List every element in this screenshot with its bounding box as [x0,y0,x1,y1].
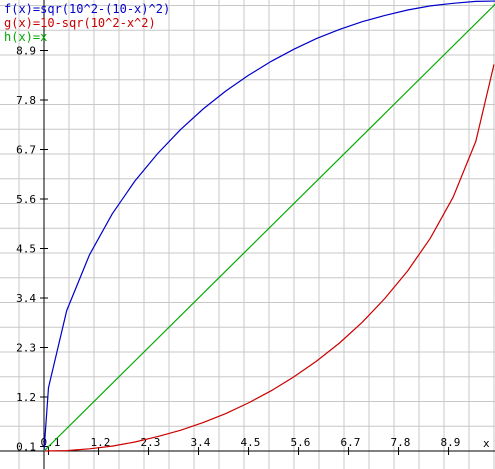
x-tick-label: 7.8 [391,436,411,449]
series [43,0,495,452]
x-tick-label: 5.6 [291,436,311,449]
y-tick-label: 1.2 [16,391,36,404]
x-tick-label: 3.4 [191,436,211,449]
series-line-0 [43,0,495,452]
legend-entry-2: h(x)=x [4,30,47,44]
y-tick-label: 3.4 [16,292,36,305]
series-line-2 [43,3,495,452]
ticks: 0.1 1.2 2.3 3.4 4.5 5.6 6.7 7.8 8.90.11.22.33.44… [16,45,461,455]
x-tick-label: 4.5 [241,436,261,449]
legend-entry-1: g(x)=10-sqr(10^2-x^2) [4,16,156,30]
y-tick-label: 2.3 [16,342,36,355]
series-line-1 [43,64,495,452]
y-tick-label: 4.5 [16,243,36,256]
legend-entry-0: f(x)=sqr(10^2-(10-x)^2) [4,2,170,16]
y-tick-label: 8.9 [16,45,36,58]
y-tick-label: 7.8 [16,94,36,107]
legend: f(x)=sqr(10^2-(10-x)^2)g(x)=10-sqr(10^2-… [4,2,170,44]
x-axis-label: x [483,437,490,450]
y-tick-label: 0.1 [16,441,36,454]
x-tick-label: 6.7 [341,436,361,449]
y-tick-label: 5.6 [16,193,36,206]
x-tick-label: 1.2 [91,436,111,449]
x-tick-label: 8.9 [441,436,461,449]
y-tick-label: 6.7 [16,144,36,157]
